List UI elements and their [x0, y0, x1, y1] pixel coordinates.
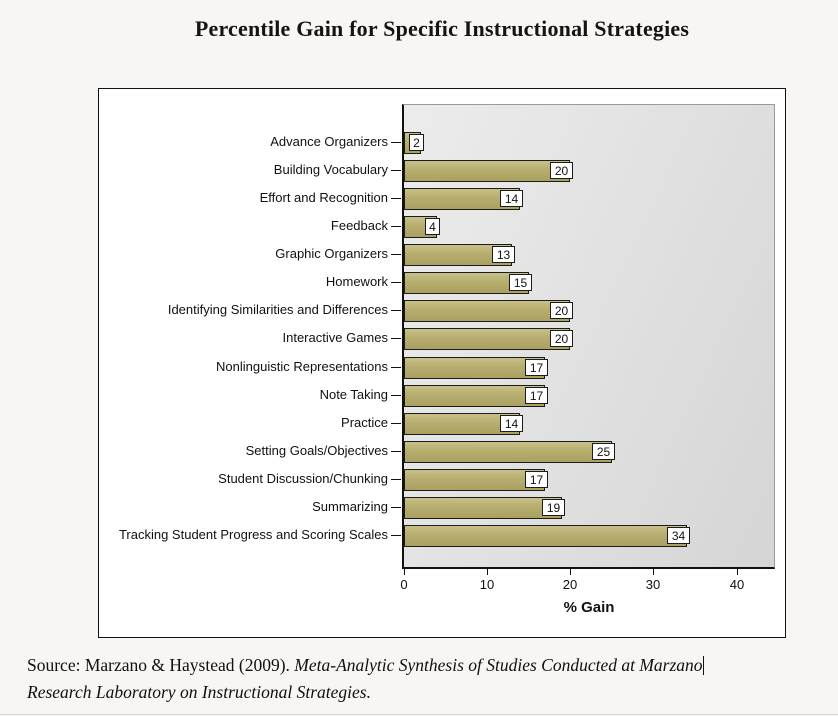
category-tick [391, 535, 401, 536]
category-tick [391, 198, 401, 199]
category-label: Advance Organizers [270, 134, 388, 149]
x-axis-tick [570, 569, 571, 575]
category-tick [391, 479, 401, 480]
category-label: Identifying Similarities and Differences [167, 302, 388, 317]
category-label: Setting Goals/Objectives [245, 443, 388, 458]
bar [404, 525, 687, 547]
value-label: 14 [500, 190, 523, 207]
x-axis-tick [653, 569, 654, 575]
bar [404, 300, 570, 322]
value-label: 15 [509, 274, 532, 291]
x-axis-tick-label: 10 [479, 577, 495, 592]
category-tick [391, 282, 401, 283]
value-label: 19 [542, 499, 565, 516]
bar [404, 441, 612, 463]
category-label: Feedback [330, 218, 388, 233]
x-axis-tick-label: 40 [729, 577, 745, 592]
value-label: 17 [525, 359, 548, 376]
category-tick [391, 254, 401, 255]
category-label: Student Discussion/Chunking [218, 471, 388, 486]
page-title: Percentile Gain for Specific Instruction… [194, 16, 690, 41]
category-tick [391, 226, 401, 227]
source-prefix: Source: Marzano & Haystead (2009). [27, 655, 295, 675]
source-title-line1: Meta-Analytic Synthesis of Studies Condu… [294, 655, 703, 675]
category-tick [391, 338, 401, 339]
x-axis-tick-label: 30 [645, 577, 661, 592]
x-axis-tick [487, 569, 488, 575]
value-label: 2 [409, 134, 424, 151]
value-label: 20 [550, 330, 573, 347]
plot-area: 2 20 14 4 13 15 20 20 17 17 14 25 17 19 34 [402, 104, 775, 569]
value-label: 17 [525, 471, 548, 488]
value-label: 20 [550, 302, 573, 319]
bar [404, 328, 570, 350]
category-label: Nonlinguistic Representations [216, 359, 388, 374]
chart-frame: Advance Organizers Building Vocabulary Eff… [98, 88, 786, 638]
category-tick [391, 310, 401, 311]
text-cursor [702, 656, 705, 675]
category-tick [391, 395, 401, 396]
source-title-line2: Research Laboratory on Instructional Str… [27, 681, 371, 702]
bottom-divider [0, 714, 838, 715]
value-label: 20 [550, 162, 573, 179]
category-label: Practice [341, 415, 388, 430]
category-tick [391, 170, 401, 171]
value-label: 4 [425, 218, 440, 235]
category-label: Note Taking [319, 387, 388, 402]
source-citation: Source: Marzano & Haystead (2009). Meta-… [27, 652, 827, 705]
value-label: 14 [500, 415, 523, 432]
category-tick [391, 367, 401, 368]
category-label: Effort and Recognition [259, 190, 388, 205]
category-label: Summarizing [312, 499, 388, 514]
value-label: 34 [667, 527, 690, 544]
category-tick [391, 423, 401, 424]
category-label: Graphic Organizers [275, 246, 388, 261]
x-axis-tick-label: 0 [400, 577, 408, 592]
category-tick [391, 142, 401, 143]
bar [404, 497, 562, 519]
value-label: 13 [492, 246, 515, 263]
bar [404, 357, 545, 379]
category-label: Homework [325, 274, 388, 289]
bar [404, 469, 545, 491]
x-axis-tick [737, 569, 738, 575]
bar [404, 385, 545, 407]
category-tick [391, 507, 401, 508]
category-label: Building Vocabulary [273, 162, 388, 177]
value-label: 17 [525, 387, 548, 404]
x-axis-tick [404, 569, 405, 575]
x-axis-title: % Gain [563, 599, 615, 616]
category-label: Tracking Student Progress and Scoring Sc… [118, 527, 388, 542]
value-label: 25 [592, 443, 615, 460]
x-axis-tick-label: 20 [562, 577, 578, 592]
category-tick [391, 451, 401, 452]
category-label: Interactive Games [282, 330, 389, 345]
bar [404, 160, 570, 182]
